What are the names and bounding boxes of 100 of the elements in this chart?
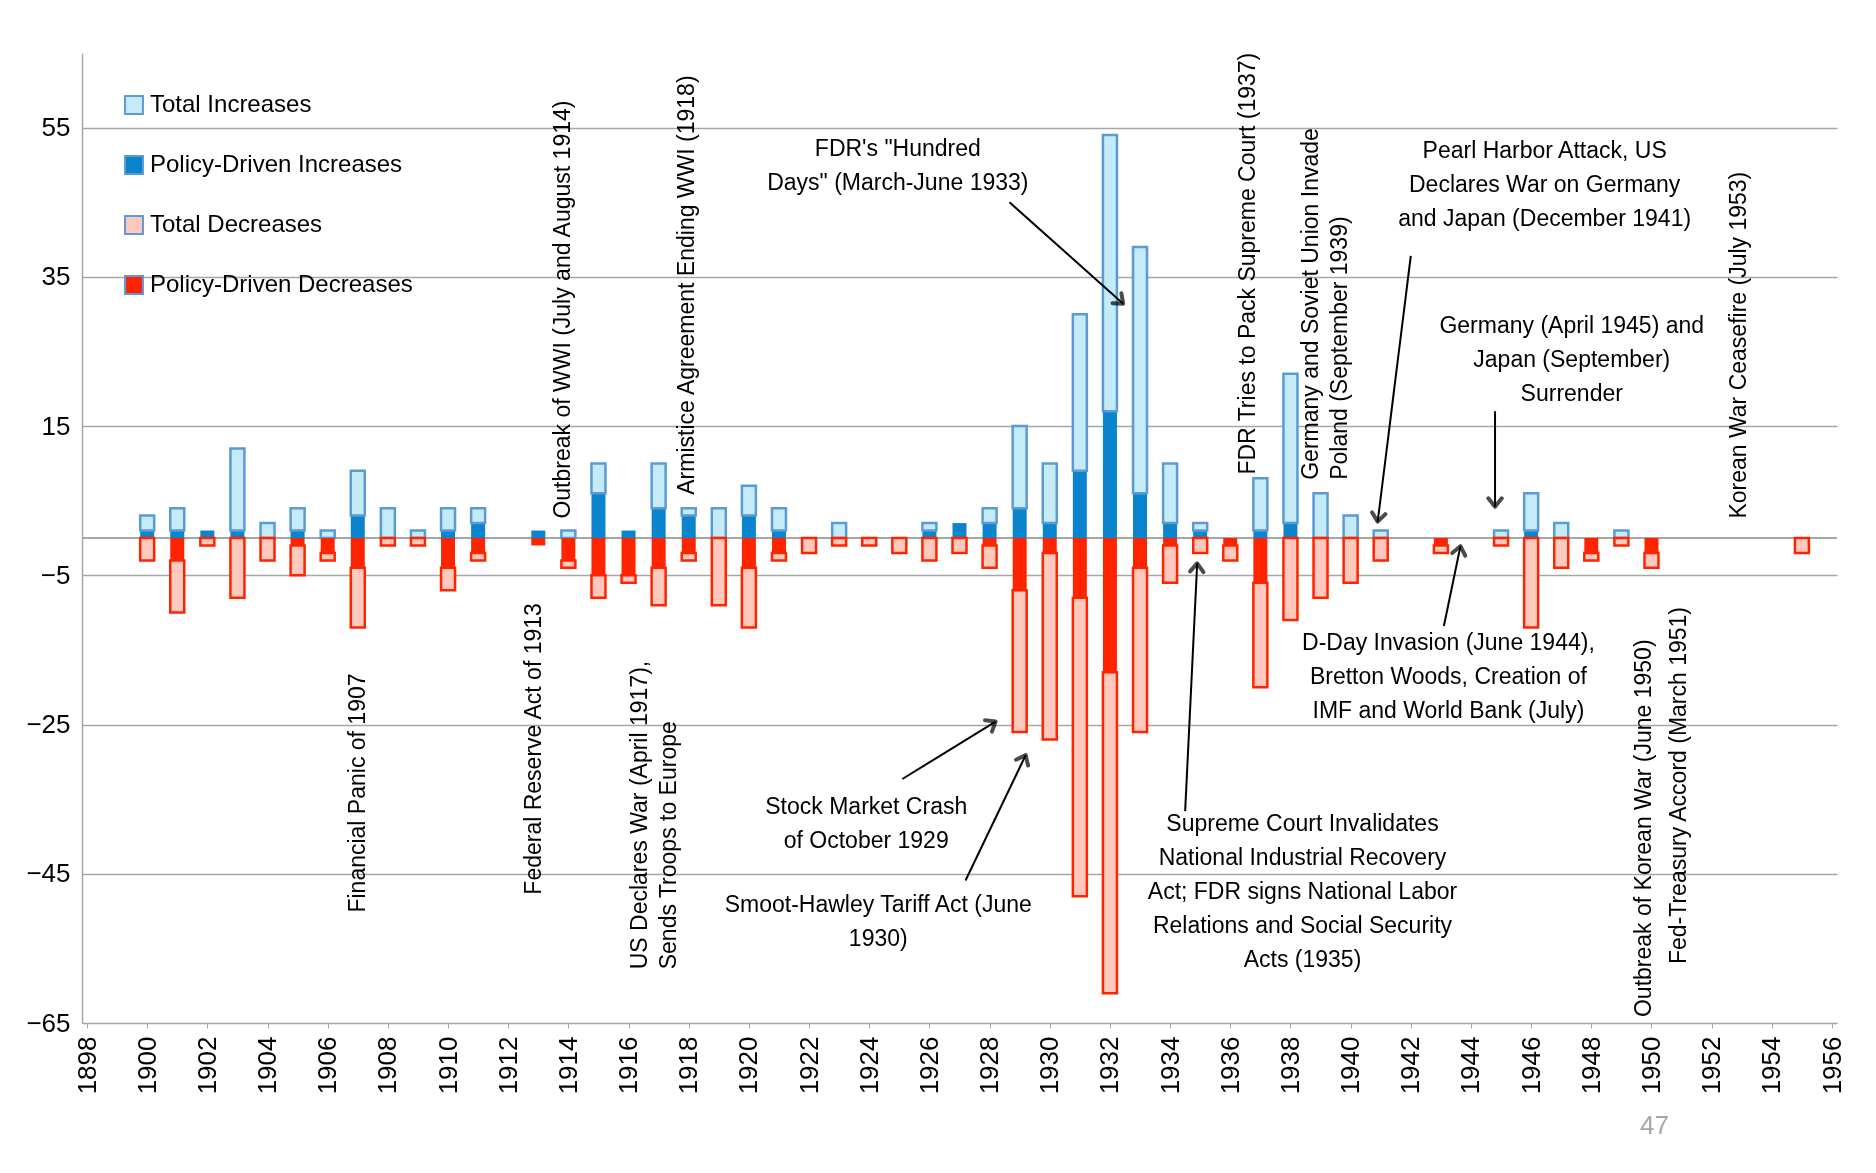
bar xyxy=(800,536,818,555)
bar xyxy=(621,530,636,538)
y-tick-label: −45 xyxy=(26,858,71,889)
legend-label: Policy-Driven Increases xyxy=(150,150,403,177)
bar xyxy=(469,506,487,525)
legend-label: Total Increases xyxy=(150,90,312,117)
bar xyxy=(710,536,728,607)
bar xyxy=(982,523,997,538)
bar xyxy=(1522,536,1540,629)
bar xyxy=(951,536,968,555)
text: 47 xyxy=(1640,1109,1669,1140)
x-tick-label: 1900 xyxy=(131,1036,162,1095)
bar xyxy=(1102,411,1117,538)
x-tick-label: 1914 xyxy=(552,1036,583,1095)
bar xyxy=(138,536,156,562)
bar xyxy=(560,529,577,540)
bar xyxy=(952,523,967,538)
annotation: Outbreak of WWI (July and August 1914) xyxy=(549,100,576,519)
bar xyxy=(650,462,667,510)
x-tick-label: 1916 xyxy=(613,1036,644,1095)
x-tick-label: 1946 xyxy=(1515,1036,1546,1095)
annotation: Pearl Harbor Attack, US Declares War on Germany and Japan (December 1941) xyxy=(1398,137,1692,232)
annotation: Armistice Agreement Ending WWI (1918) xyxy=(672,75,699,495)
x-tick-label: 1918 xyxy=(673,1036,704,1095)
bar xyxy=(1342,514,1359,540)
bar xyxy=(741,515,756,538)
bar xyxy=(860,536,878,547)
x-tick-label: 1920 xyxy=(733,1036,764,1095)
bar xyxy=(680,506,697,517)
bar xyxy=(1312,536,1329,599)
bar xyxy=(1012,508,1027,538)
x-tick-label: 1950 xyxy=(1635,1036,1666,1095)
x-tick-label: 1924 xyxy=(853,1036,884,1095)
bar xyxy=(1011,424,1028,510)
bar xyxy=(1071,312,1089,473)
bar xyxy=(350,515,365,538)
x-tick-label: 1904 xyxy=(252,1036,283,1095)
bar xyxy=(531,530,546,538)
bar xyxy=(830,536,848,547)
annotation: Germany and Soviet Union Invade Poland (September 1939) xyxy=(1297,128,1353,480)
x-tick-label: 1930 xyxy=(1034,1036,1065,1095)
bar xyxy=(681,515,696,538)
bar xyxy=(319,529,336,540)
bar xyxy=(1131,245,1149,495)
annotation: FDR Tries to Pack Supreme Court (1937) xyxy=(1234,52,1261,475)
x-tick-label: 1954 xyxy=(1756,1036,1787,1095)
bar xyxy=(1312,491,1329,540)
bar xyxy=(1072,470,1087,538)
x-tick-label: 1952 xyxy=(1696,1036,1727,1095)
x-tick-label: 1942 xyxy=(1395,1036,1426,1095)
legend-label: Total Decreases xyxy=(150,210,323,237)
bar xyxy=(1492,536,1510,547)
bar xyxy=(590,462,607,495)
annotation: D-Day Invasion (June 1944), Bretton Woods, Creation of IMF and World Bank (July) xyxy=(1302,629,1595,724)
annotation: Supreme Court Invalidates National Industrial Recovery Act; FDR signs National Labor Relations and Social Security Acts (1935) xyxy=(1147,809,1458,972)
bar xyxy=(199,536,216,547)
bar xyxy=(1372,536,1389,562)
x-tick-label: 1906 xyxy=(312,1036,343,1095)
x-tick-label: 1956 xyxy=(1816,1036,1847,1095)
x-tick-label: 1926 xyxy=(913,1036,944,1095)
bar xyxy=(921,536,938,562)
bar xyxy=(379,506,397,540)
bar xyxy=(1522,491,1540,532)
x-tick-label: 1898 xyxy=(71,1036,102,1095)
x-tick-label: 1910 xyxy=(432,1036,463,1095)
bar xyxy=(981,506,998,525)
bar xyxy=(1342,536,1359,585)
bar xyxy=(1613,536,1630,547)
bar xyxy=(138,514,156,532)
x-tick-label: 1944 xyxy=(1455,1036,1486,1095)
x-tick-label: 1932 xyxy=(1094,1036,1125,1095)
annotation: Financial Panic of 1907 xyxy=(343,673,370,913)
bar xyxy=(710,506,728,540)
y-tick-label: −65 xyxy=(26,1007,71,1038)
x-tick-label: 1938 xyxy=(1274,1036,1305,1095)
bar xyxy=(740,484,758,517)
bar xyxy=(921,521,938,532)
legend-label: Policy-Driven Decreases xyxy=(150,270,413,297)
bar xyxy=(1163,523,1178,538)
annotation: Fed-Treasury Accord (March 1951) xyxy=(1665,606,1692,965)
bar xyxy=(1041,462,1059,525)
bar xyxy=(1282,372,1299,525)
annotation: Korean War Ceasefire (July 1953) xyxy=(1724,171,1751,519)
bar xyxy=(259,521,276,540)
y-tick-label: 35 xyxy=(41,261,71,292)
x-tick-label: 1912 xyxy=(492,1036,523,1095)
annotation: US Declares War (April 1917), Sends Troops to Europe xyxy=(626,660,682,970)
bar xyxy=(169,506,186,532)
x-tick-label: 1922 xyxy=(793,1036,824,1095)
annotation: Stock Market Crash of October 1929 xyxy=(765,793,968,854)
annotation: FDR's "Hundred Days" (March-June 1933) xyxy=(767,135,1029,196)
bar xyxy=(379,536,397,547)
y-tick-label: 15 xyxy=(41,410,71,441)
bar xyxy=(229,447,246,532)
bar xyxy=(439,506,457,532)
bar xyxy=(1042,523,1057,538)
bar xyxy=(651,508,666,538)
bar xyxy=(770,506,788,532)
bar xyxy=(1282,536,1299,622)
annotation: Federal Reserve Act of 1913 xyxy=(519,603,546,895)
